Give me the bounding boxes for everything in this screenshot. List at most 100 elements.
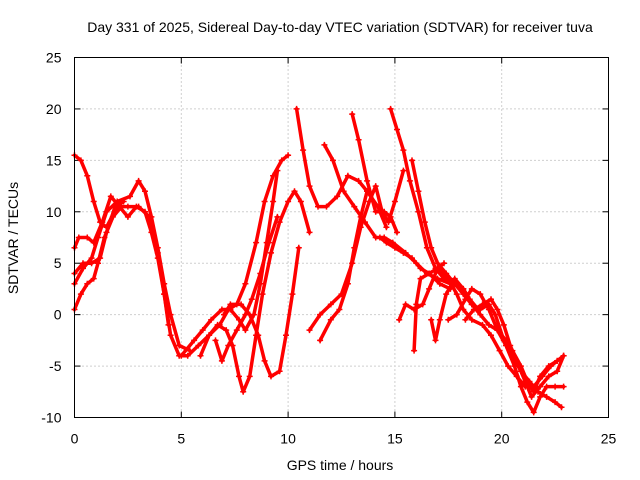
data-point-marker <box>477 311 484 318</box>
data-point-marker <box>80 265 86 272</box>
data-point-marker <box>276 219 283 226</box>
data-point-marker <box>107 193 114 200</box>
data-point-marker <box>372 208 379 215</box>
data-point-marker <box>330 157 336 164</box>
data-point-marker <box>242 327 249 334</box>
data-point-marker <box>560 383 567 390</box>
data-point-marker <box>90 275 97 282</box>
data-point-marker <box>268 373 274 380</box>
y-tick-label: 20 <box>46 101 62 117</box>
data-point-marker <box>178 352 185 359</box>
data-point-marker <box>460 285 467 292</box>
data-point-marker <box>409 255 415 262</box>
data-point-marker <box>468 316 475 323</box>
data-point-marker <box>88 260 95 267</box>
x-tick-label: 25 <box>601 431 617 447</box>
data-point-marker <box>142 188 148 195</box>
data-point-marker <box>453 311 460 318</box>
data-point-marker <box>223 327 230 334</box>
data-point-marker <box>297 198 304 205</box>
data-point-marker <box>261 357 268 364</box>
data-point-marker <box>274 167 281 174</box>
data-point-marker <box>306 327 313 334</box>
data-point-marker <box>289 291 296 298</box>
data-point-marker <box>95 234 101 241</box>
data-point-marker <box>124 213 131 220</box>
data-point-marker <box>77 157 84 164</box>
data-point-marker <box>560 352 567 359</box>
data-point-marker <box>357 213 364 220</box>
y-axis-label: SDTVAR / TECUs <box>5 182 21 294</box>
data-point-marker <box>349 111 356 118</box>
data-point-marker <box>479 301 486 308</box>
data-point-marker <box>327 316 334 323</box>
data-point-marker <box>391 244 398 251</box>
data-point-marker <box>323 203 330 210</box>
data-point-marker <box>462 316 469 323</box>
data-point-marker <box>268 249 274 256</box>
data-point-marker <box>238 301 245 308</box>
data-point-marker <box>494 306 501 313</box>
data-point-marker <box>218 306 225 313</box>
series-track-9 <box>221 244 302 380</box>
data-point-marker <box>321 141 328 148</box>
data-point-marker <box>236 373 242 380</box>
data-point-marker <box>295 244 302 251</box>
y-tick-label: -5 <box>49 358 62 374</box>
data-point-marker <box>451 275 458 282</box>
data-point-marker <box>468 285 475 292</box>
data-point-marker <box>306 183 313 190</box>
data-point-marker <box>208 316 215 323</box>
data-point-marker <box>400 249 407 256</box>
data-point-marker <box>274 213 281 220</box>
data-point-marker <box>214 321 221 328</box>
data-point-marker <box>315 203 321 210</box>
data-point-marker <box>479 321 486 328</box>
data-point-marker <box>270 198 277 205</box>
data-point-marker <box>84 280 91 287</box>
series-track-13 <box>317 188 371 344</box>
data-point-marker <box>381 208 388 215</box>
series-track-20 <box>445 285 567 416</box>
data-point-marker <box>184 352 191 359</box>
series-track-14 <box>349 111 400 236</box>
x-tick-label: 20 <box>494 431 510 447</box>
data-point-marker <box>227 301 234 308</box>
data-point-marker <box>278 157 285 164</box>
data-point-marker <box>428 244 435 251</box>
data-point-marker <box>195 342 202 349</box>
data-point-marker <box>355 136 362 143</box>
data-point-marker <box>387 105 394 112</box>
data-point-marker <box>515 363 522 370</box>
data-point-marker <box>394 229 400 236</box>
data-point-marker <box>537 373 544 380</box>
data-point-marker <box>443 291 450 298</box>
data-point-marker <box>75 234 82 241</box>
data-point-marker <box>396 316 403 323</box>
data-point-marker <box>206 332 213 339</box>
data-point-marker <box>167 332 174 339</box>
data-point-marker <box>436 316 443 323</box>
x-tick-label: 15 <box>387 431 403 447</box>
data-point-marker <box>445 316 452 323</box>
data-point-marker <box>383 239 390 246</box>
data-point-marker <box>517 383 524 390</box>
data-point-marker <box>84 172 91 179</box>
data-point-marker <box>383 224 390 231</box>
data-point-marker <box>432 337 439 344</box>
series-track-21 <box>462 296 567 400</box>
data-point-marker <box>154 244 161 251</box>
data-point-marker <box>197 352 204 359</box>
data-point-marker <box>176 342 183 349</box>
data-point-marker <box>428 316 435 323</box>
data-point-marker <box>293 105 300 112</box>
data-point-marker <box>552 383 559 390</box>
data-point-marker <box>133 203 140 210</box>
x-tick-label: 10 <box>280 431 296 447</box>
data-point-marker <box>127 193 133 200</box>
data-point-marker <box>191 337 198 344</box>
data-point-marker <box>285 152 292 159</box>
data-point-marker <box>199 327 206 334</box>
